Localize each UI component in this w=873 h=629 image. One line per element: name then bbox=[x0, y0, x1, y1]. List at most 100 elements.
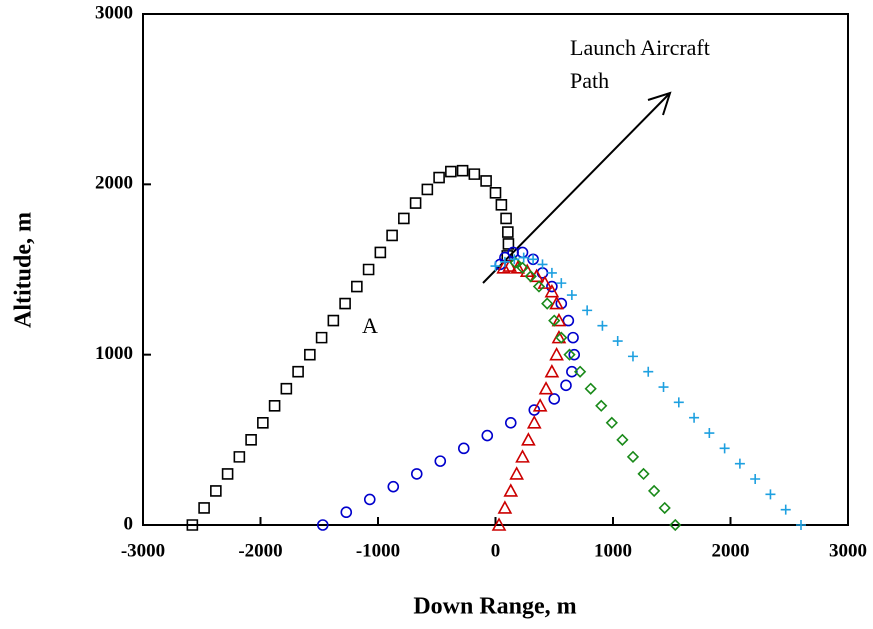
point bbox=[532, 280, 546, 293]
point bbox=[595, 399, 608, 412]
point bbox=[546, 267, 557, 278]
point bbox=[257, 417, 269, 429]
point bbox=[616, 433, 629, 446]
point bbox=[198, 502, 210, 514]
annotation: A bbox=[362, 313, 378, 338]
point bbox=[509, 466, 524, 480]
point bbox=[351, 280, 363, 293]
x-tick-label: -3000 bbox=[121, 540, 165, 561]
point bbox=[433, 171, 445, 184]
x-tick-label: 2000 bbox=[712, 540, 750, 561]
point bbox=[516, 246, 529, 259]
point bbox=[551, 312, 567, 327]
point bbox=[268, 399, 281, 412]
point bbox=[496, 260, 512, 274]
point bbox=[563, 348, 576, 361]
point bbox=[210, 485, 222, 497]
point bbox=[734, 458, 745, 469]
y-tick-label: 1000 bbox=[95, 343, 133, 364]
point bbox=[658, 501, 671, 515]
y-tick-label: 0 bbox=[124, 513, 134, 534]
point bbox=[548, 314, 561, 327]
point bbox=[327, 314, 340, 327]
point bbox=[669, 518, 682, 532]
point bbox=[304, 348, 316, 361]
point bbox=[548, 393, 561, 405]
x-tick-label: 3000 bbox=[829, 540, 867, 561]
point bbox=[582, 305, 593, 316]
point bbox=[233, 451, 246, 463]
point bbox=[186, 519, 199, 531]
point bbox=[504, 417, 517, 429]
point bbox=[573, 365, 587, 378]
point bbox=[538, 381, 554, 395]
point bbox=[673, 397, 684, 408]
point bbox=[468, 168, 481, 180]
point bbox=[316, 519, 329, 531]
point bbox=[528, 254, 539, 265]
x-tick-label: 0 bbox=[491, 540, 501, 561]
point bbox=[515, 449, 530, 463]
point bbox=[499, 256, 510, 267]
point bbox=[386, 229, 398, 242]
point bbox=[647, 484, 661, 498]
point bbox=[495, 198, 508, 211]
point bbox=[549, 295, 564, 310]
point bbox=[597, 320, 608, 331]
point bbox=[509, 256, 522, 269]
point bbox=[566, 365, 578, 378]
x-tick-label: -1000 bbox=[356, 540, 400, 561]
point bbox=[750, 474, 761, 485]
point bbox=[566, 290, 577, 301]
point bbox=[491, 517, 507, 531]
point bbox=[509, 254, 520, 265]
point bbox=[780, 504, 791, 515]
point bbox=[502, 238, 515, 250]
point bbox=[387, 480, 400, 493]
point bbox=[502, 226, 514, 238]
point bbox=[612, 336, 623, 347]
point bbox=[481, 429, 494, 442]
point bbox=[704, 428, 715, 439]
point bbox=[445, 165, 457, 178]
point bbox=[526, 415, 542, 429]
point bbox=[490, 261, 501, 272]
point bbox=[398, 212, 410, 225]
point bbox=[489, 187, 502, 199]
x-tick-label: 1000 bbox=[594, 540, 632, 561]
point bbox=[434, 455, 447, 467]
point bbox=[537, 275, 553, 289]
point bbox=[245, 434, 257, 446]
point bbox=[457, 442, 470, 455]
annotation: Path bbox=[570, 68, 609, 93]
point bbox=[689, 412, 700, 423]
point bbox=[637, 467, 650, 481]
point bbox=[292, 365, 304, 378]
point bbox=[340, 506, 353, 518]
point bbox=[584, 382, 597, 395]
point bbox=[627, 351, 638, 362]
y-tick-label: 3000 bbox=[95, 2, 133, 23]
x-tick-label: -2000 bbox=[238, 540, 282, 561]
point bbox=[765, 489, 776, 500]
point bbox=[560, 379, 572, 392]
annotation: Launch Aircraft bbox=[570, 35, 710, 60]
point bbox=[555, 331, 568, 344]
point bbox=[541, 297, 554, 310]
y-axis-title: Altitude, m bbox=[11, 212, 37, 328]
point bbox=[719, 443, 730, 454]
point bbox=[497, 500, 513, 514]
point bbox=[421, 183, 434, 196]
point bbox=[363, 493, 376, 506]
point bbox=[537, 259, 548, 270]
point bbox=[532, 398, 548, 412]
point bbox=[221, 468, 234, 480]
point bbox=[643, 366, 654, 377]
point bbox=[626, 450, 640, 463]
point bbox=[567, 331, 579, 344]
point bbox=[658, 382, 669, 393]
point bbox=[796, 520, 806, 530]
point bbox=[339, 297, 351, 310]
launch-arrow bbox=[482, 91, 672, 284]
